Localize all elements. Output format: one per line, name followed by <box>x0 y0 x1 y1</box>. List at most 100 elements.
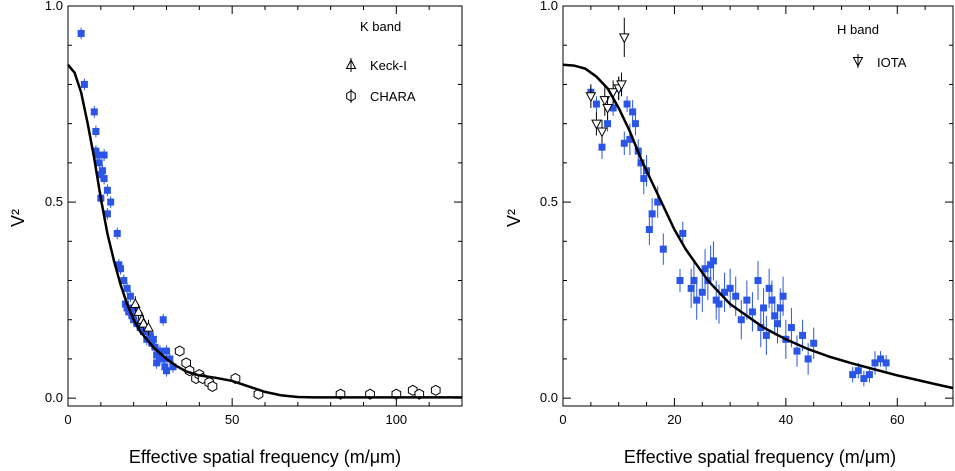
measurement-point <box>765 284 773 292</box>
measurement-point <box>854 367 862 375</box>
measurement-point <box>159 355 167 363</box>
y-tick-label: 0.5 <box>45 194 63 209</box>
x-tick-label: 50 <box>225 412 239 427</box>
measurement-point <box>629 108 637 116</box>
x-tick-label: 60 <box>890 412 904 427</box>
measurement-point <box>709 257 717 265</box>
measurement-point <box>163 367 170 375</box>
y-tick-label: 0.5 <box>540 194 558 209</box>
keck-i-point <box>129 297 141 309</box>
measurement-point <box>693 296 701 304</box>
measurement-point <box>676 277 684 285</box>
measurement-point <box>121 300 129 308</box>
right-data-marks <box>585 17 890 387</box>
measurement-point <box>90 108 98 116</box>
chara-legend-symbol <box>346 89 356 103</box>
measurement-point <box>754 277 762 285</box>
measurement-point <box>787 324 795 332</box>
measurement-point <box>95 159 103 167</box>
measurement-point <box>774 320 781 328</box>
iota-point <box>591 119 602 130</box>
y-tick-label: 1.0 <box>540 0 558 13</box>
left-model-curve <box>67 63 462 399</box>
measurement-point <box>100 175 108 183</box>
x-tick-label: 40 <box>779 412 793 427</box>
measurement-point <box>721 288 729 296</box>
measurement-point <box>107 198 115 206</box>
y-tick-label: 1.0 <box>45 0 63 13</box>
measurement-point <box>123 304 131 312</box>
measurement-point <box>598 143 606 151</box>
measurement-point <box>156 347 164 355</box>
measurement-point <box>153 351 161 359</box>
measurement-point <box>648 210 656 218</box>
measurement-point <box>799 331 807 339</box>
measurement-point <box>810 339 818 347</box>
keck-legend-label: Keck-I <box>370 58 407 73</box>
measurement-point <box>712 296 720 304</box>
measurement-point <box>737 316 745 324</box>
measurement-point <box>860 375 868 383</box>
measurement-point <box>882 359 890 367</box>
chara-point <box>174 345 185 357</box>
y-tick-label: 0.0 <box>540 390 558 405</box>
chara-point <box>207 380 218 392</box>
measurement-point <box>757 324 765 332</box>
measurement-point <box>849 371 857 379</box>
measurement-point <box>161 363 169 371</box>
measurement-point <box>103 210 111 218</box>
measurement-point <box>103 186 111 194</box>
iota-point <box>585 92 597 103</box>
measurement-point <box>645 226 653 234</box>
left-y-axis-label: V² <box>8 209 28 227</box>
measurement-point <box>771 312 779 320</box>
measurement-point <box>698 288 706 296</box>
iota-point <box>602 103 613 115</box>
measurement-point <box>153 359 161 367</box>
measurement-point <box>620 139 628 147</box>
right-y-tick-labels: 0.0 0.5 1.0 <box>540 0 558 405</box>
left-legend: Keck-I CHARA <box>345 58 416 104</box>
measurement-point <box>98 167 106 175</box>
measurement-point <box>126 292 134 300</box>
measurement-point <box>115 261 123 269</box>
measurement-point <box>626 135 634 143</box>
measurement-point <box>92 147 100 155</box>
measurement-point <box>113 229 121 237</box>
measurement-point <box>760 304 768 312</box>
y-tick-label: 0.0 <box>45 390 63 405</box>
measurement-point <box>762 331 770 339</box>
measurement-point <box>120 277 128 285</box>
measurement-point <box>640 175 648 183</box>
iota-point <box>599 96 611 107</box>
keck-i-point <box>143 321 154 332</box>
chara-legend-label: CHARA <box>370 89 416 104</box>
measurement-point <box>654 198 662 206</box>
measurement-point <box>707 261 715 269</box>
measurement-point <box>631 120 639 128</box>
measurement-point <box>100 151 108 159</box>
measurement-point <box>690 277 698 285</box>
measurement-point <box>776 304 784 312</box>
measurement-point <box>623 100 631 108</box>
x-tick-label: 0 <box>64 412 71 427</box>
measurement-point <box>117 265 125 273</box>
measurement-point <box>637 159 645 167</box>
iota-legend-label: IOTA <box>877 55 907 70</box>
x-tick-label: 0 <box>559 412 566 427</box>
measurement-point <box>609 104 617 112</box>
measurement-point <box>726 284 734 292</box>
measurement-point <box>77 29 85 37</box>
measurement-point <box>715 300 723 308</box>
keck-legend-symbol <box>345 58 357 72</box>
iota-point <box>596 127 608 138</box>
right-x-tick-labels: 0 20 40 60 <box>559 412 904 427</box>
iota-point <box>616 80 627 91</box>
measurement-point <box>166 355 174 363</box>
measurement-point <box>80 80 88 88</box>
measurement-point <box>779 292 787 300</box>
iota-legend-symbol <box>852 54 864 68</box>
measurement-point <box>687 284 695 292</box>
x-tick-label: 20 <box>667 412 681 427</box>
measurement-point <box>804 355 812 363</box>
